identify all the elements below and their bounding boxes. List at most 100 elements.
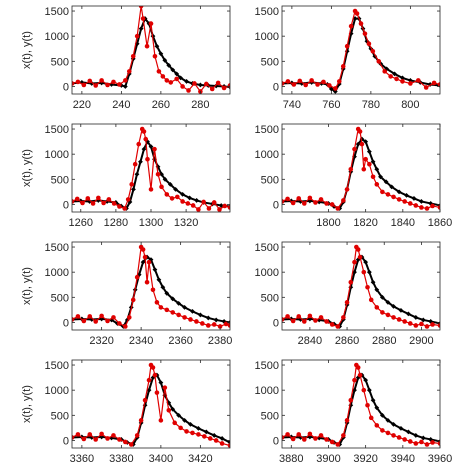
data-point — [192, 81, 197, 86]
data-point — [407, 78, 413, 83]
data-point — [307, 195, 313, 201]
data-point — [366, 149, 372, 155]
data-point — [361, 269, 367, 275]
data-point — [72, 317, 75, 322]
data-point — [152, 372, 158, 378]
data-point — [174, 76, 179, 82]
data-point — [138, 159, 143, 165]
x-tick-label: 1260 — [69, 217, 93, 229]
data-point — [437, 323, 440, 328]
y-tick-label: 1000 — [45, 149, 69, 161]
data-point — [155, 171, 161, 177]
data-point — [297, 78, 303, 84]
data-point — [205, 315, 211, 321]
data-point — [106, 197, 112, 202]
data-point — [370, 159, 376, 165]
data-point — [344, 43, 350, 49]
data-point — [296, 432, 302, 437]
data-point — [391, 433, 396, 438]
series-x — [282, 372, 440, 447]
data-point — [93, 437, 98, 442]
data-point — [424, 206, 430, 211]
data-point — [335, 442, 341, 447]
panel-1: 0 500 1000 1500 220 240 260 280 x(t), y(t) — [21, 5, 231, 111]
data-point — [194, 319, 199, 324]
data-point — [315, 82, 320, 87]
data-point — [85, 196, 91, 201]
x-tick-label: 740 — [283, 99, 301, 111]
data-point — [188, 317, 193, 322]
data-point — [158, 418, 164, 423]
y-tick-label: 500 — [261, 56, 279, 68]
data-point — [217, 324, 223, 329]
data-point — [437, 441, 440, 446]
data-point — [173, 186, 178, 192]
y-tick-label: 1500 — [45, 124, 69, 136]
data-point — [413, 203, 419, 208]
data-point — [162, 385, 168, 390]
data-point — [158, 51, 164, 57]
x-tick-label: 2840 — [298, 335, 322, 347]
series-x — [72, 254, 230, 329]
data-point — [197, 82, 203, 88]
data-point — [144, 43, 150, 49]
axes-frame — [281, 5, 441, 95]
data-point — [290, 436, 296, 442]
x-tick-label: 1300 — [139, 217, 163, 229]
data-point — [211, 322, 217, 327]
data-point — [396, 435, 402, 440]
x-tick-label: 780 — [362, 99, 380, 111]
y-tick-label: 0 — [63, 317, 69, 329]
series-y — [72, 244, 230, 329]
panel-8: 0 500 1000 1500 3880 3900 3920 3940 3960 — [255, 359, 452, 465]
data-point — [168, 80, 174, 85]
data-point — [87, 78, 93, 84]
axes-frame — [71, 241, 231, 331]
data-point — [202, 434, 207, 439]
data-point — [129, 182, 134, 187]
x-tick-label: 3400 — [149, 453, 173, 465]
data-point — [362, 31, 368, 36]
series-y — [72, 6, 230, 94]
data-point — [160, 284, 166, 290]
data-point — [201, 199, 206, 205]
axes-frame — [281, 123, 441, 213]
data-point — [368, 415, 374, 421]
data-point — [282, 199, 285, 204]
data-point — [431, 80, 437, 86]
data-point — [221, 85, 227, 91]
data-point — [378, 174, 383, 180]
data-point — [93, 83, 98, 88]
data-point — [152, 146, 157, 152]
y-axis-label: x(t), y(t) — [21, 31, 33, 69]
data-point — [335, 206, 341, 211]
data-point — [282, 317, 285, 322]
data-point — [90, 201, 96, 206]
data-point — [402, 199, 407, 204]
y-tick-label: 0 — [273, 317, 279, 329]
data-point — [368, 297, 374, 303]
data-point — [138, 6, 144, 9]
data-point — [172, 420, 177, 426]
data-point — [340, 64, 346, 69]
data-point — [123, 78, 128, 83]
data-point — [408, 81, 413, 86]
y-tick-label: 500 — [51, 410, 69, 422]
data-point — [162, 57, 168, 63]
data-point — [132, 161, 138, 167]
data-point — [335, 324, 341, 329]
x-tick-label: 2360 — [168, 335, 192, 347]
data-point — [303, 82, 309, 88]
data-point — [355, 247, 361, 252]
series-y — [72, 362, 230, 448]
data-point — [396, 189, 402, 195]
y-tick-label: 500 — [51, 292, 69, 304]
data-point — [142, 254, 148, 260]
data-point — [285, 196, 290, 202]
x-tick-label: 240 — [112, 99, 130, 111]
data-point — [200, 321, 205, 326]
data-point — [402, 437, 407, 442]
data-point — [370, 48, 376, 54]
data-point — [74, 196, 80, 202]
data-point — [374, 423, 380, 428]
